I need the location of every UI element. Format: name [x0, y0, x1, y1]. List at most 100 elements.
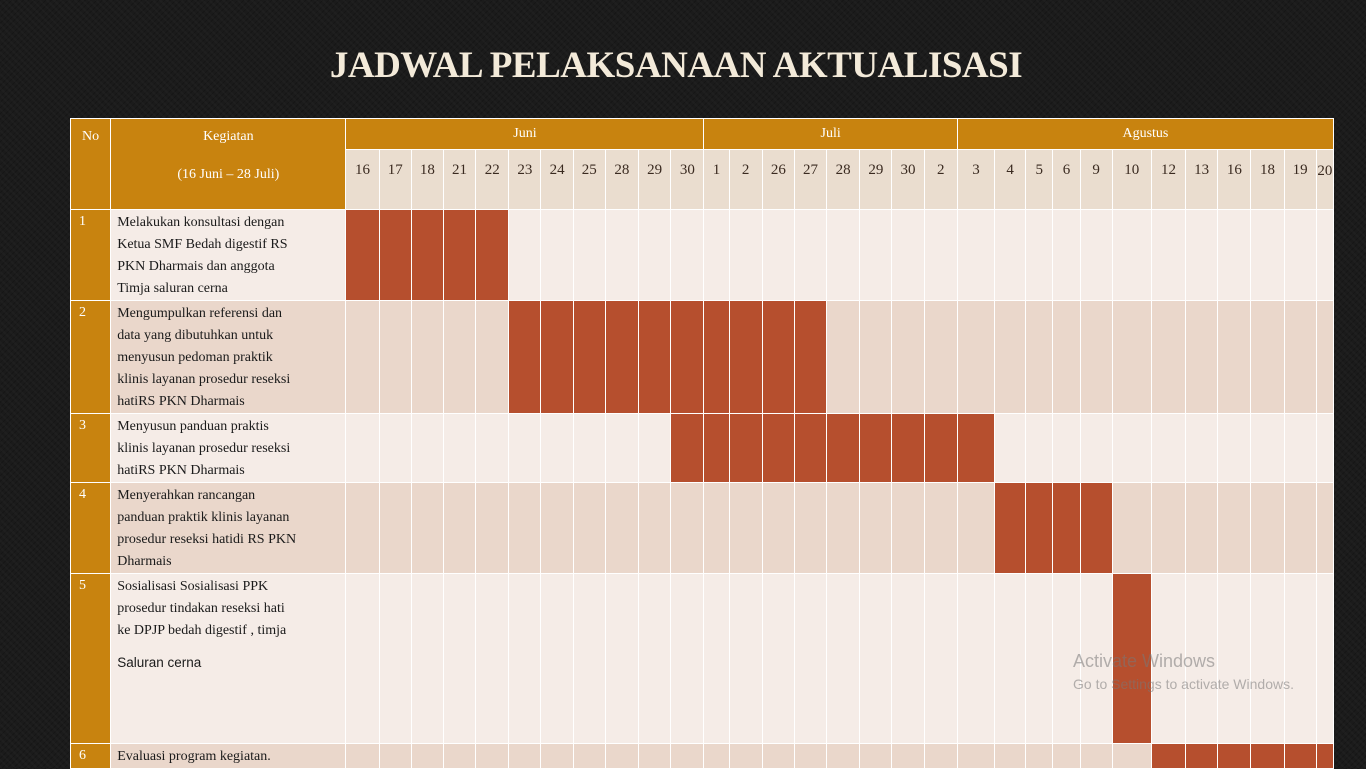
schedule-cell [1315, 573, 1335, 744]
schedule-cell [1217, 300, 1252, 414]
watermark-subtitle: Go to Settings to activate Windows. [1073, 676, 1294, 692]
schedule-cell [670, 209, 705, 301]
day-header: 6 [1052, 149, 1081, 210]
schedule-cell [1052, 413, 1081, 483]
schedule-cell [1283, 413, 1317, 483]
activity-row: 6 Evaluasi program kegiatan. [69, 743, 1335, 769]
schedule-cell [637, 573, 672, 744]
schedule-cell [923, 300, 958, 414]
schedule-cell-active [859, 413, 893, 483]
schedule-cell [442, 743, 477, 769]
schedule-cell [761, 209, 795, 301]
schedule-cell [956, 482, 996, 574]
day-header: 1 [703, 149, 730, 210]
schedule-cell [410, 300, 444, 414]
schedule-cell [1150, 300, 1187, 414]
schedule-cell [1283, 573, 1317, 744]
day-header: 27 [793, 149, 828, 210]
schedule-cell [1052, 300, 1081, 414]
schedule-cell [826, 482, 861, 574]
schedule-cell [859, 209, 893, 301]
day-header: 3 [956, 149, 996, 210]
schedule-cell [1315, 209, 1335, 301]
schedule-cell-active [572, 300, 606, 414]
activity-number: 4 [69, 482, 112, 574]
schedule-cell [475, 413, 510, 483]
activity-line: PKN Dharmais dan anggota [117, 259, 275, 274]
schedule-cell-active [1079, 482, 1113, 574]
activity-extra-line: Saluran cerna [117, 655, 202, 670]
month-header-row: No Kegiatan (16 Juni – 28 Juli) Juni Juli… [69, 118, 1335, 210]
schedule-cell-active [378, 209, 412, 301]
schedule-cell [1025, 209, 1054, 301]
day-header: 20 [1315, 149, 1335, 210]
schedule-cell [761, 482, 795, 574]
schedule-cell [378, 482, 412, 574]
schedule-cell [793, 209, 828, 301]
day-header: 10 [1111, 149, 1152, 210]
schedule-cell [1185, 300, 1219, 414]
schedule-cell-active [1052, 482, 1081, 574]
schedule-cell [994, 573, 1027, 744]
schedule-cell-active [1217, 743, 1252, 769]
schedule-cell-active [410, 209, 444, 301]
schedule-cell [1111, 209, 1152, 301]
activity-line: Evaluasi program kegiatan. [117, 749, 271, 764]
schedule-cell [728, 743, 763, 769]
schedule-cell [1250, 209, 1285, 301]
watermark-title: Activate Windows [1073, 651, 1216, 671]
schedule-cell [728, 573, 763, 744]
schedule-cell [994, 743, 1027, 769]
activity-line: hatiRS PKN Dharmais [117, 463, 245, 478]
schedule-cell [345, 482, 380, 574]
schedule-cell-active [994, 482, 1027, 574]
schedule-cell [442, 573, 477, 744]
schedule-cell [670, 482, 705, 574]
schedule-cell [378, 300, 412, 414]
schedule-cell [1315, 300, 1335, 414]
schedule-cell-active [1250, 743, 1285, 769]
schedule-cell [1283, 209, 1317, 301]
day-header: 22 [475, 149, 510, 210]
schedule-cell [1025, 413, 1054, 483]
schedule-cell [956, 209, 996, 301]
schedule-cell [1052, 209, 1081, 301]
activity-description: Menyusun panduan praktis klinis layanan p… [110, 413, 347, 483]
schedule-cell [442, 482, 477, 574]
schedule-cell [637, 743, 672, 769]
schedule-cell [508, 413, 542, 483]
schedule-cell [703, 573, 730, 744]
schedule-cell-active [891, 413, 925, 483]
activity-row: 4 Menyerahkan rancangan panduan praktik kl… [69, 482, 1335, 574]
schedule-cell [891, 209, 925, 301]
day-header: 4 [994, 149, 1027, 210]
schedule-cell [540, 413, 574, 483]
schedule-cell [1150, 573, 1187, 744]
schedule-cell [728, 482, 763, 574]
schedule-cell [604, 209, 640, 301]
day-header: 26 [761, 149, 795, 210]
schedule-cell [1217, 413, 1252, 483]
activity-line: ke DPJP bedah digestif , timja [117, 623, 287, 638]
schedule-cell [891, 573, 925, 744]
activity-number: 2 [69, 300, 112, 414]
schedule-cell-active [475, 209, 510, 301]
schedule-cell [728, 209, 763, 301]
schedule-cell [703, 743, 730, 769]
schedule-cell [345, 573, 380, 744]
day-header: 16 [1217, 149, 1252, 210]
schedule-cell [345, 743, 380, 769]
schedule-cell [475, 573, 510, 744]
schedule-cell-active [1185, 743, 1219, 769]
header-no-label: No [82, 129, 100, 144]
day-header: 2 [923, 149, 958, 210]
day-header: 28 [604, 149, 640, 210]
header-kegiatan: Kegiatan (16 Juni – 28 Juli) [110, 118, 347, 210]
activity-description: Evaluasi program kegiatan. [110, 743, 347, 769]
schedule-cell [540, 482, 574, 574]
activity-number: 3 [69, 413, 112, 483]
schedule-cell [604, 743, 640, 769]
activity-number: 1 [69, 209, 112, 301]
activity-description: Sosialisasi Sosialisasi PPK prosedur tind… [110, 573, 347, 744]
schedule-cell-active [670, 300, 705, 414]
